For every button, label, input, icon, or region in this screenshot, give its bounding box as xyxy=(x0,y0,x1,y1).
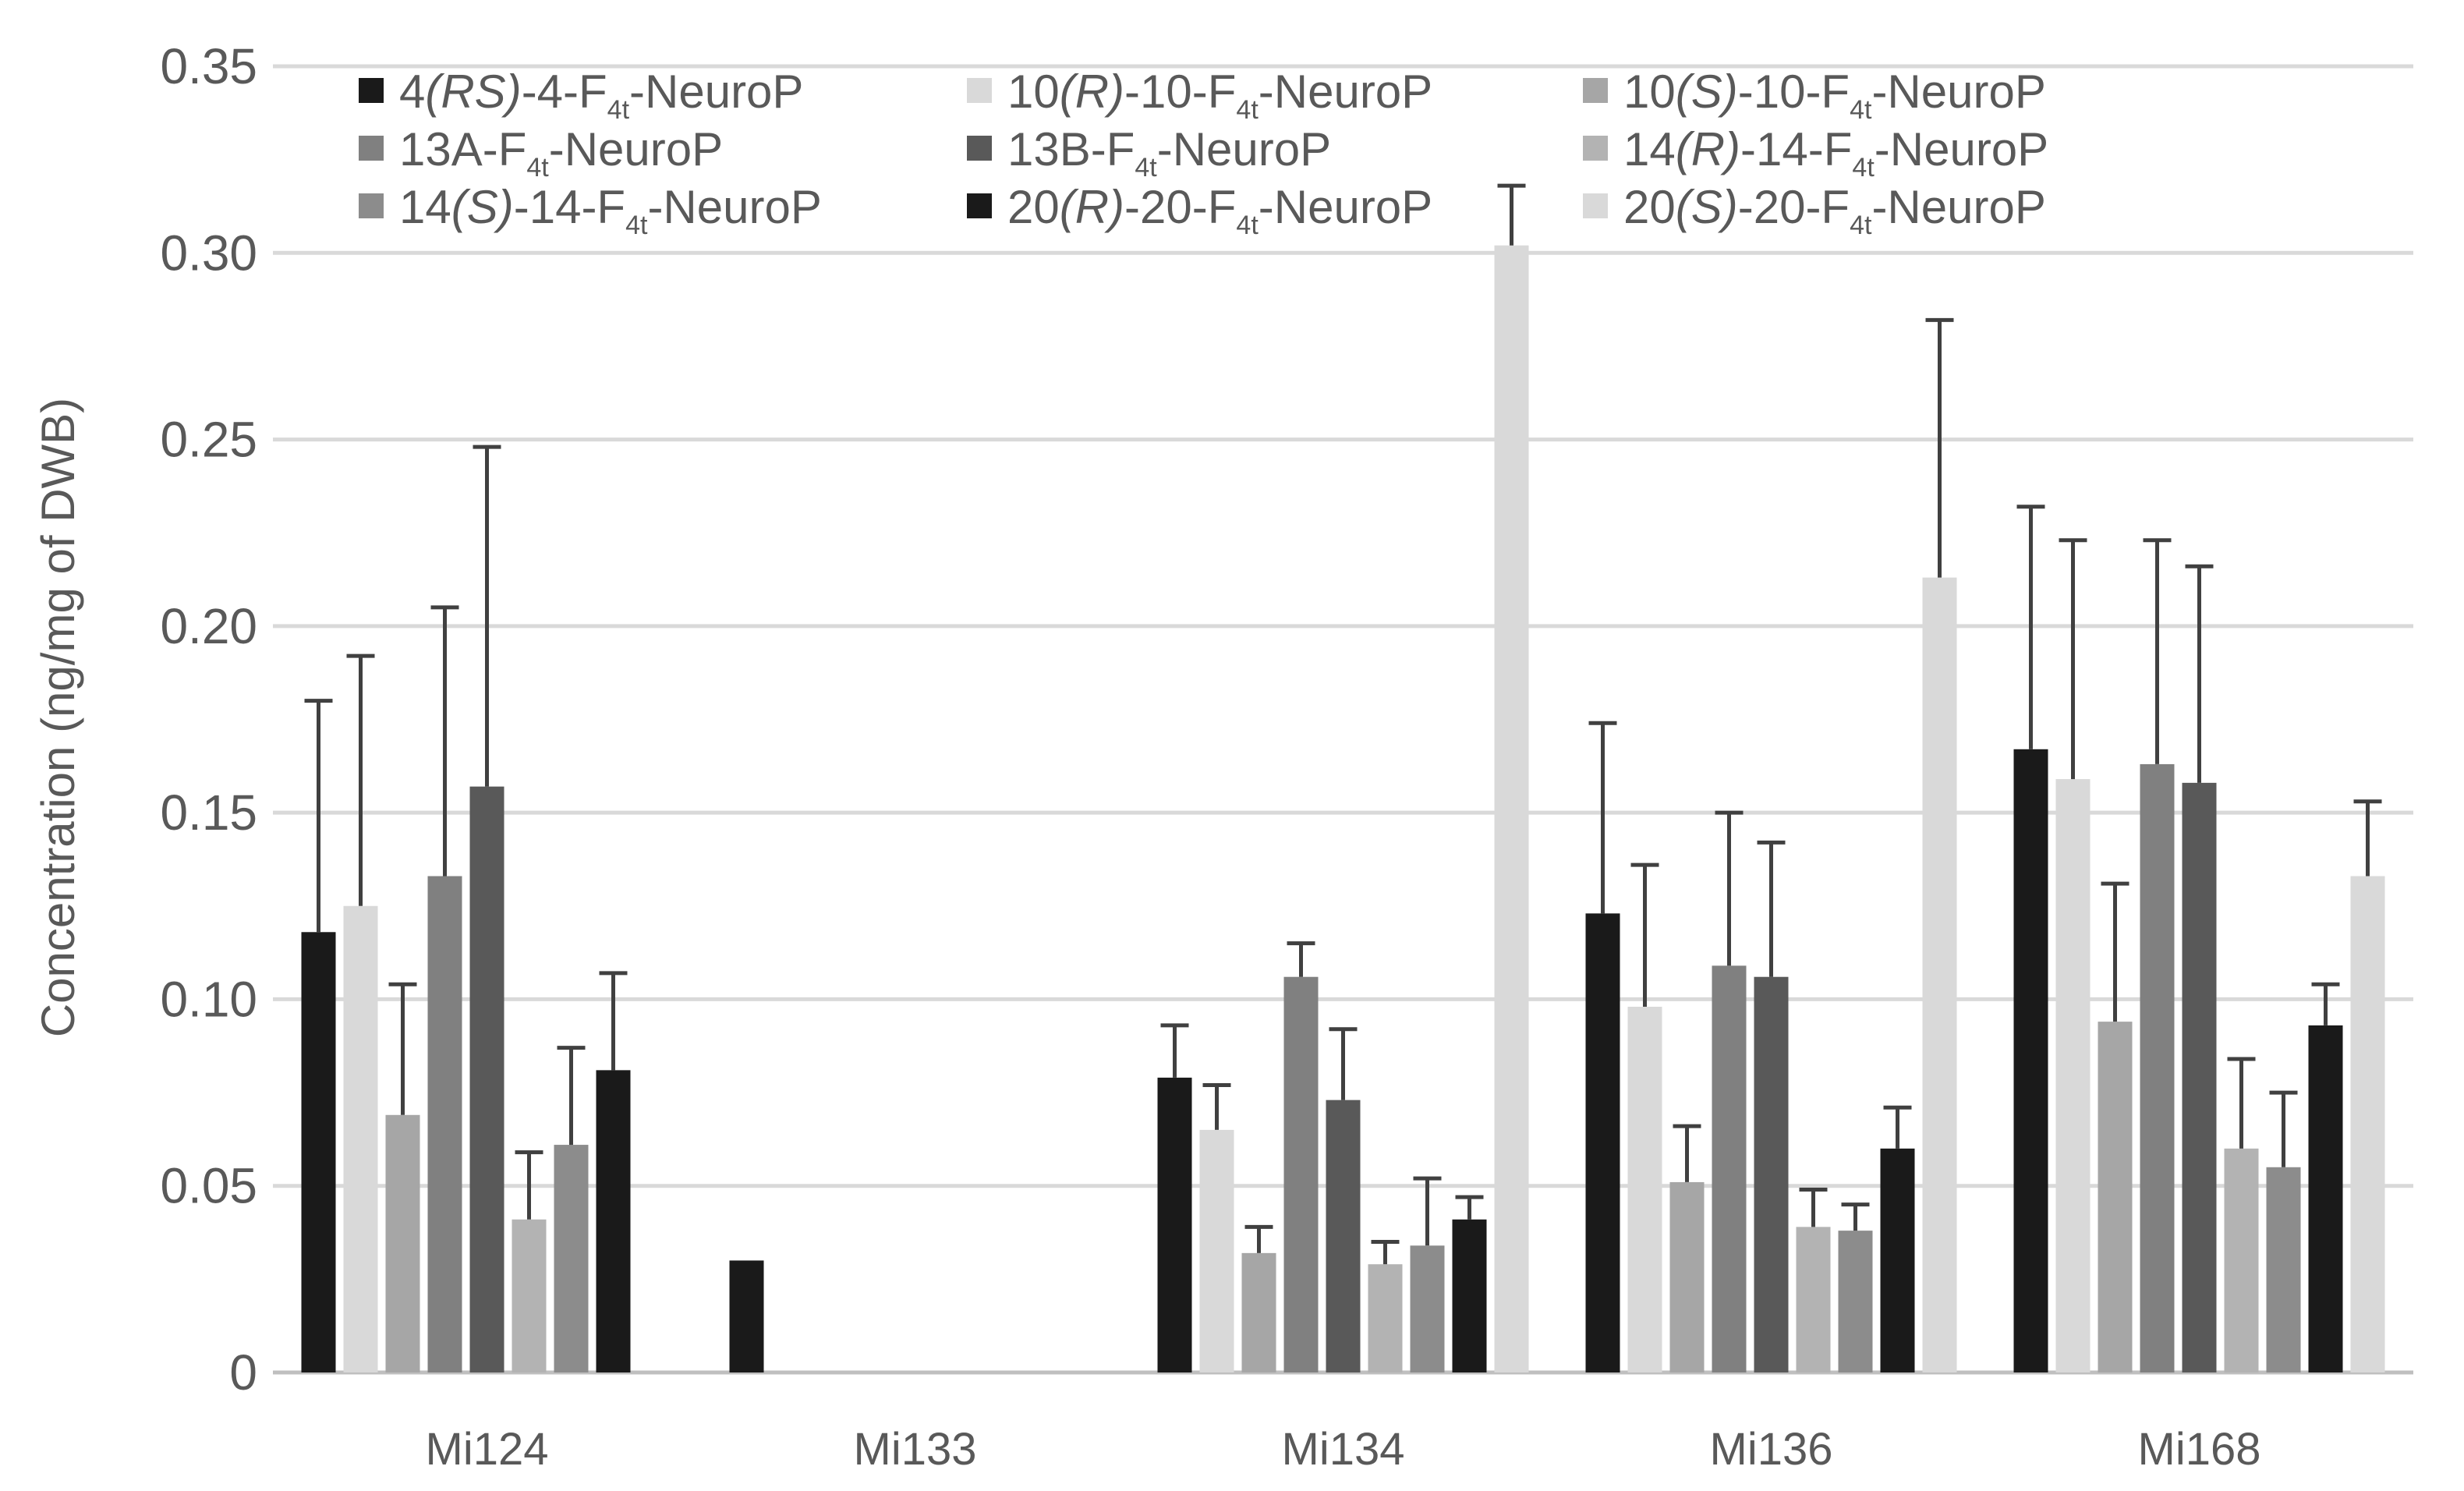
bar xyxy=(1368,1264,1403,1372)
bar xyxy=(2266,1167,2301,1372)
bar xyxy=(1199,1129,1234,1372)
bar xyxy=(1796,1227,1831,1372)
bar xyxy=(2013,749,2048,1372)
x-tick-label: Mi133 xyxy=(854,1424,977,1475)
legend-swatch xyxy=(359,193,384,218)
bar xyxy=(1922,577,1957,1372)
x-tick-label: Mi168 xyxy=(2138,1424,2261,1475)
legend-swatch xyxy=(1583,136,1608,161)
x-tick-label: Mi136 xyxy=(1710,1424,1833,1475)
legend-swatch xyxy=(359,136,384,161)
bar xyxy=(1157,1077,1192,1372)
y-tick-label: 0.20 xyxy=(160,598,257,654)
legend-label: 13B-F4t-NeuroP xyxy=(1007,123,1331,182)
legend-label: 20(R)-20-F4t-NeuroP xyxy=(1007,181,1432,240)
legend-swatch xyxy=(359,78,384,103)
legend-swatch xyxy=(967,136,992,161)
bar xyxy=(729,1260,764,1372)
legend-label: 14(S)-14-F4t-NeuroP xyxy=(399,181,822,240)
y-tick-label: 0.35 xyxy=(160,38,257,94)
bars xyxy=(301,245,2385,1372)
bar xyxy=(427,876,462,1372)
legend-label: 10(R)-10-F4t-NeuroP xyxy=(1007,66,1432,125)
legend-label: 14(R)-14-F4t-NeuroP xyxy=(1623,123,2048,182)
y-tick-label: 0.30 xyxy=(160,225,257,281)
bar xyxy=(2182,782,2217,1372)
legend-label: 10(S)-10-F4t-NeuroP xyxy=(1623,66,2046,125)
bar xyxy=(469,786,504,1372)
legend-label: 13A-F4t-NeuroP xyxy=(399,123,723,182)
error-bars xyxy=(304,183,2382,1265)
bar xyxy=(1754,976,1789,1372)
y-tick-label: 0 xyxy=(229,1344,257,1401)
bar xyxy=(2308,1025,2343,1372)
bar xyxy=(1410,1245,1445,1372)
y-tick-label: 0.10 xyxy=(160,971,257,1027)
bar xyxy=(1241,1252,1276,1372)
bar xyxy=(2224,1148,2259,1372)
y-tick-label: 0.15 xyxy=(160,784,257,841)
bar xyxy=(343,905,378,1372)
bar xyxy=(1283,976,1319,1372)
bar xyxy=(1880,1148,1915,1372)
bar xyxy=(385,1114,420,1372)
bar xyxy=(554,1145,589,1372)
axes: 0 0.05 0.10 0.15 0.20 0.25 0.30 0.35 Mi124 Mi133 M… xyxy=(160,38,2260,1475)
y-tick-label: 0.25 xyxy=(160,412,257,468)
x-tick-label: Mi124 xyxy=(426,1424,549,1475)
bar xyxy=(1669,1181,1705,1372)
bar xyxy=(1585,913,1620,1372)
bar xyxy=(1326,1100,1361,1372)
bar xyxy=(301,932,336,1372)
bar xyxy=(596,1070,631,1372)
legend-swatch xyxy=(1583,193,1608,218)
legend-swatch xyxy=(1583,78,1608,103)
legend: 4(RS)-4-F4t-NeuroP 10(R)-10-F4t-NeuroP 10(… xyxy=(359,66,2048,240)
y-axis-title: Concentration (ng/mg of DWB) xyxy=(32,398,84,1037)
bar xyxy=(512,1219,547,1372)
bar xyxy=(1494,245,1529,1372)
legend-swatch xyxy=(967,78,992,103)
bar xyxy=(2098,1022,2133,1372)
bar xyxy=(2055,779,2091,1372)
bar xyxy=(1712,965,1747,1372)
legend-swatch xyxy=(967,193,992,218)
legend-label: 20(S)-20-F4t-NeuroP xyxy=(1623,181,2046,240)
bar xyxy=(2350,876,2385,1372)
bar xyxy=(1838,1231,1873,1372)
x-tick-label: Mi134 xyxy=(1282,1424,1405,1475)
bar xyxy=(1627,1007,1662,1372)
bar xyxy=(2140,763,2175,1372)
legend-label: 4(RS)-4-F4t-NeuroP xyxy=(399,66,803,125)
y-tick-label: 0.05 xyxy=(160,1158,257,1214)
bar xyxy=(1452,1219,1487,1372)
